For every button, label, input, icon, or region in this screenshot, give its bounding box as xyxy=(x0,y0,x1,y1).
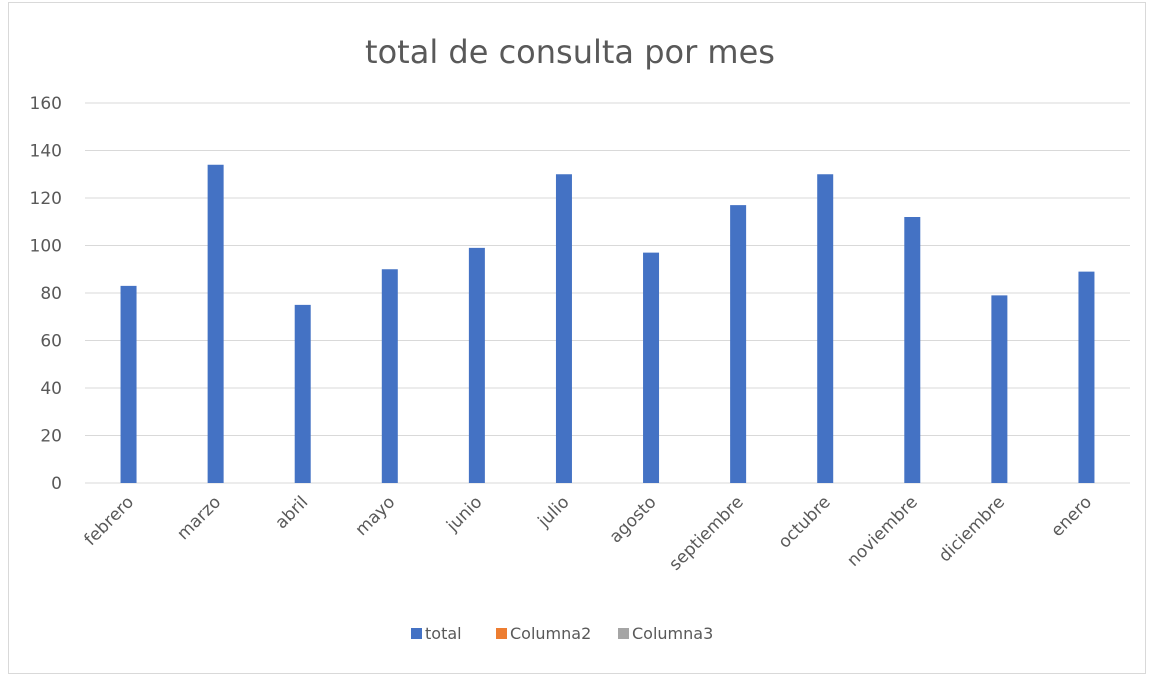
x-tick-label: octubre xyxy=(775,492,835,552)
bar-junio xyxy=(468,247,485,483)
x-tick-label: diciembre xyxy=(935,492,1009,566)
x-tick-label: enero xyxy=(1047,492,1096,541)
bar-julio xyxy=(555,174,572,483)
x-tick-label: febrero xyxy=(81,492,139,550)
bar-septiembre xyxy=(730,205,747,483)
y-tick-label: 60 xyxy=(40,332,62,352)
bar-noviembre xyxy=(904,217,921,483)
bar-diciembre xyxy=(991,295,1008,483)
x-tick-label: julio xyxy=(534,492,574,532)
bar-mayo xyxy=(381,269,398,483)
legend-swatch-Columna2 xyxy=(496,628,507,639)
bar-enero xyxy=(1078,271,1095,483)
y-axis-ticks: 0 20 40 60 80 100 120 140 160 xyxy=(30,94,62,494)
bars xyxy=(120,164,1095,483)
y-tick-label: 0 xyxy=(51,474,62,494)
bar-abril xyxy=(294,304,311,483)
legend-swatch-Columna3 xyxy=(618,628,629,639)
x-tick-label: mayo xyxy=(352,492,400,540)
bar-octubre xyxy=(817,174,834,483)
chart-frame xyxy=(8,2,1146,674)
legend-swatch-total xyxy=(411,628,422,639)
x-tick-label: septiembre xyxy=(665,492,747,574)
legend-label: Columna2 xyxy=(510,624,591,643)
legend: total Columna2 Columna3 xyxy=(411,624,713,643)
y-tick-label: 100 xyxy=(30,237,62,257)
x-tick-label: noviembre xyxy=(843,492,921,570)
bar-marzo xyxy=(207,164,224,483)
y-tick-label: 40 xyxy=(40,379,62,399)
x-tick-label: junio xyxy=(442,492,486,536)
legend-label: total xyxy=(425,624,462,643)
y-tick-label: 160 xyxy=(30,94,62,114)
x-axis-ticks: febrero marzo abril mayo junio julio agosto sep… xyxy=(81,492,1096,574)
gridlines xyxy=(85,102,1130,484)
chart-title: total de consulta por mes xyxy=(365,33,775,71)
bar-febrero xyxy=(120,285,137,483)
bar-agosto xyxy=(643,252,660,483)
y-tick-label: 80 xyxy=(40,284,62,304)
y-tick-label: 140 xyxy=(30,142,62,162)
x-tick-label: abril xyxy=(271,492,312,533)
y-tick-label: 20 xyxy=(40,427,62,447)
x-tick-label: agosto xyxy=(606,492,661,547)
x-tick-label: marzo xyxy=(173,492,225,544)
legend-label: Columna3 xyxy=(632,624,713,643)
y-tick-label: 120 xyxy=(30,189,62,209)
